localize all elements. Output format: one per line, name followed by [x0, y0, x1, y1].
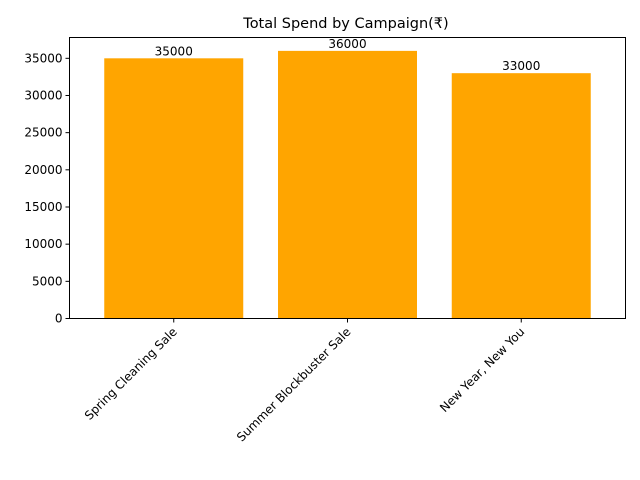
chart-title: Total Spend by Campaign(₹) [242, 16, 448, 32]
x-tick-label-2: Summer Blockbuster Sale [234, 325, 354, 445]
y-tick-label-1: 0 [55, 312, 63, 326]
data-label-2: 36000 [328, 37, 366, 51]
y-tick-label-4: 15000 [24, 200, 62, 214]
y-tick-label-8: 35000 [24, 51, 62, 65]
bars-group [104, 50, 591, 319]
bar-3 [451, 73, 591, 319]
y-tick-label-3: 10000 [24, 237, 62, 251]
x-tick-label-3: New Year, New You [437, 325, 527, 415]
data-label-3: 33000 [502, 59, 540, 73]
y-tick-label-2: 5000 [32, 274, 63, 288]
y-tick-label-6: 25000 [24, 126, 62, 140]
plot-frame [69, 37, 626, 319]
y-tick-label-7: 30000 [24, 88, 62, 102]
y-axis: 0 5000 10000 15000 20000 25000 30000 35000 [24, 51, 70, 326]
bar-1 [104, 58, 244, 319]
x-tick-label-1: Spring Cleaning Sale [82, 325, 180, 423]
x-axis: Spring Cleaning Sale Summer Blockbuster S… [82, 318, 527, 445]
y-tick-label-5: 20000 [24, 163, 62, 177]
data-label-1: 35000 [155, 44, 193, 58]
bar-2 [278, 50, 417, 319]
data-labels-group: 35000 36000 33000 [155, 37, 541, 73]
